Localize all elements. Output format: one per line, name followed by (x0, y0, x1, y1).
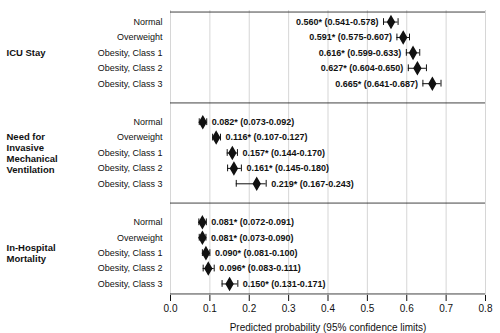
svg-text:Obesity, Class 2: Obesity, Class 2 (98, 263, 163, 273)
svg-text:Obesity, Class 1: Obesity, Class 1 (98, 48, 163, 58)
svg-text:Obesity, Class 1: Obesity, Class 1 (98, 148, 163, 158)
svg-text:0.627* (0.604-0.650): 0.627* (0.604-0.650) (321, 63, 404, 73)
svg-text:Overweight: Overweight (117, 132, 163, 142)
svg-text:0.5: 0.5 (360, 303, 374, 314)
svg-text:0.2: 0.2 (242, 303, 256, 314)
svg-text:0.591* (0.575-0.607): 0.591* (0.575-0.607) (309, 32, 392, 42)
svg-text:Normal: Normal (133, 117, 162, 127)
svg-text:Obesity, Class 3: Obesity, Class 3 (98, 79, 163, 89)
svg-text:0.0: 0.0 (164, 303, 178, 314)
svg-text:0.096* (0.083-0.111): 0.096* (0.083-0.111) (219, 263, 301, 273)
svg-text:0.161* (0.145-0.180): 0.161* (0.145-0.180) (246, 163, 329, 173)
svg-text:0.4: 0.4 (321, 303, 335, 314)
svg-text:Overweight: Overweight (117, 233, 163, 243)
svg-text:0.616* (0.599-0.633): 0.616* (0.599-0.633) (319, 48, 402, 58)
svg-text:0.082* (0.073-0.092): 0.082* (0.073-0.092) (212, 117, 295, 127)
svg-text:Normal: Normal (133, 217, 162, 227)
svg-text:0.150* (0.131-0.171): 0.150* (0.131-0.171) (243, 279, 326, 289)
svg-text:Obesity, Class 2: Obesity, Class 2 (98, 163, 163, 173)
svg-text:0.3: 0.3 (282, 303, 296, 314)
svg-text:0.7: 0.7 (439, 303, 453, 314)
svg-text:0.665* (0.641-0.687): 0.665* (0.641-0.687) (335, 79, 418, 89)
svg-text:ICU Stay: ICU Stay (7, 47, 47, 58)
svg-text:Obesity, Class 3: Obesity, Class 3 (98, 179, 163, 189)
svg-text:0.081* (0.073-0.090): 0.081* (0.073-0.090) (211, 233, 294, 243)
svg-text:Obesity, Class 2: Obesity, Class 2 (98, 63, 163, 73)
svg-text:0.8: 0.8 (479, 303, 493, 314)
svg-text:In-HospitalMortality: In-HospitalMortality (7, 242, 56, 264)
svg-text:0.090* (0.081-0.100): 0.090* (0.081-0.100) (215, 248, 298, 258)
svg-text:0.6: 0.6 (400, 303, 414, 314)
svg-text:Predicted probability (95% con: Predicted probability (95% confidence li… (230, 322, 427, 333)
svg-text:0.116* (0.107-0.127): 0.116* (0.107-0.127) (226, 132, 308, 142)
svg-text:Overweight: Overweight (117, 32, 163, 42)
svg-text:0.219* (0.167-0.243): 0.219* (0.167-0.243) (271, 179, 354, 189)
svg-text:0.560* (0.541-0.578): 0.560* (0.541-0.578) (296, 17, 379, 27)
svg-text:Obesity, Class 3: Obesity, Class 3 (98, 279, 163, 289)
svg-text:0.081* (0.072-0.091): 0.081* (0.072-0.091) (211, 217, 294, 227)
svg-text:0.157* (0.144-0.170): 0.157* (0.144-0.170) (242, 148, 325, 158)
svg-text:0.1: 0.1 (203, 303, 217, 314)
svg-text:Need forInvasiveMechanicalVent: Need forInvasiveMechanicalVentilation (7, 131, 58, 175)
svg-text:Normal: Normal (133, 17, 162, 27)
svg-text:Obesity, Class 1: Obesity, Class 1 (98, 248, 163, 258)
